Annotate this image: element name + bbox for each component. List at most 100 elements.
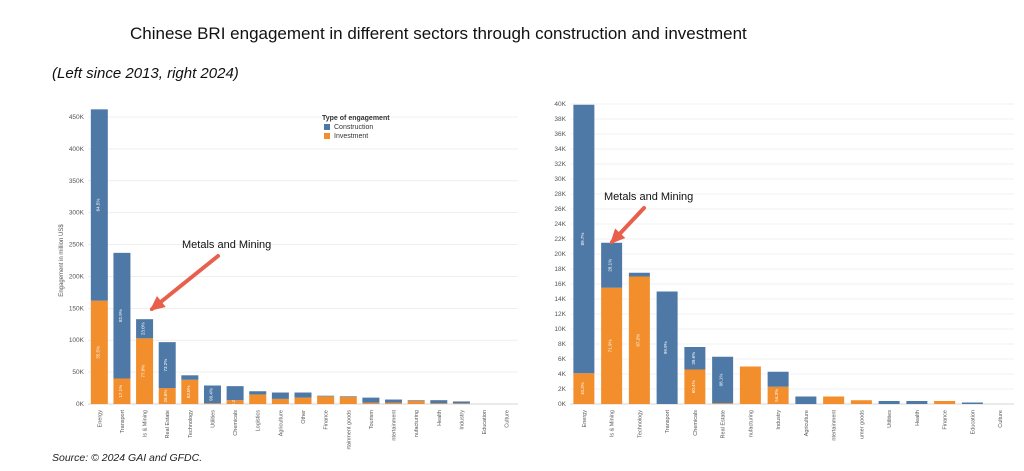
x-category-label: Health	[437, 410, 443, 426]
bar-construction	[339, 396, 357, 397]
x-category-label: ntertainment	[832, 410, 838, 441]
bar-construction	[767, 371, 789, 387]
annotation-arrow	[150, 254, 220, 311]
x-category-label: Culture	[998, 410, 1004, 428]
y-tick-label: 12K	[554, 311, 566, 318]
x-category-label: rtainment goods	[346, 410, 352, 450]
y-tick-label: 18K	[554, 266, 566, 273]
bar-investment	[628, 276, 650, 404]
x-category-label: Industry	[459, 410, 465, 430]
x-category-label: Chemicals	[693, 410, 699, 436]
y-tick-label: 4K	[558, 371, 567, 378]
y-tick-label: 10K	[554, 326, 566, 333]
bar-construction-label: 99.9%	[663, 341, 668, 354]
bar-investment-label: 22.3%	[231, 396, 236, 409]
bar-investment-label: 60.4%	[691, 380, 696, 393]
bar-investment	[684, 369, 706, 404]
y-tick-label: 14K	[554, 296, 566, 303]
bar-investment	[136, 338, 154, 404]
annotation-arrowhead	[609, 228, 626, 245]
bar-investment	[158, 388, 176, 404]
bar-investment	[226, 400, 244, 404]
y-tick-label: 36K	[554, 131, 566, 138]
x-category-label: Real Estate	[721, 410, 727, 438]
y-tick-label: 28K	[554, 191, 566, 198]
bar-construction	[906, 401, 928, 404]
y-tick-label: 32K	[554, 161, 566, 168]
x-category-label: nufacturing	[414, 410, 420, 437]
x-category-label: ls & Mining	[143, 410, 149, 437]
annotation-label: Metals and Mining	[182, 239, 271, 251]
y-tick-label: 400K	[69, 146, 85, 153]
x-category-label: Technology	[637, 410, 643, 438]
legend-swatch	[324, 133, 330, 139]
bar-investment	[385, 402, 403, 404]
bar-investment-label: 77.0%	[141, 365, 146, 378]
bar-construction	[656, 291, 678, 404]
bar-construction	[712, 356, 734, 404]
y-tick-label: 150K	[69, 305, 85, 312]
y-tick-label: 30K	[554, 176, 566, 183]
bar-investment-label: 35.5%	[95, 346, 100, 359]
bar-investment	[601, 287, 623, 404]
bar-construction	[90, 109, 108, 301]
bar-investment	[573, 373, 595, 404]
bar-construction	[601, 242, 623, 288]
x-category-label: Agriculture	[804, 410, 810, 436]
y-tick-label: 0K	[558, 401, 567, 408]
bar-construction	[294, 392, 312, 398]
bar-construction	[573, 104, 595, 374]
x-category-label: Education	[970, 410, 976, 434]
x-category-label: nufacturing	[748, 410, 754, 437]
bar-investment	[712, 403, 734, 404]
x-category-label: Agriculture	[278, 410, 284, 436]
x-category-label: Energy	[97, 410, 103, 428]
bar-investment	[452, 403, 470, 404]
bar-construction-label: 28.1%	[608, 259, 613, 272]
bar-construction	[317, 395, 335, 397]
bar-construction	[684, 347, 706, 370]
bar-construction-label: 98.1%	[719, 374, 724, 387]
bar-investment	[339, 396, 357, 404]
bar-construction	[878, 401, 900, 404]
bar-investment	[113, 378, 131, 404]
bar-investment	[430, 403, 448, 404]
bar-investment-label: 10.3%	[580, 382, 585, 395]
y-tick-label: 300K	[69, 210, 85, 217]
y-tick-label: 20K	[554, 251, 566, 258]
x-category-label: Finance	[943, 410, 949, 430]
x-category-label: Transport	[120, 410, 126, 434]
bar-construction-label: 82.9%	[118, 309, 123, 322]
bar-construction	[362, 397, 380, 403]
bar-construction-label: 73.2%	[163, 359, 168, 372]
y-tick-label: 450K	[69, 114, 85, 121]
legend-swatch	[324, 124, 330, 130]
x-category-label: Transport	[665, 410, 671, 434]
bar-construction-label: 23.0%	[141, 322, 146, 335]
bar-investment-label: 17.1%	[118, 385, 123, 398]
y-tick-label: 0K	[76, 401, 85, 408]
page-subtitle: (Left since 2013, right 2024)	[52, 65, 239, 82]
bar-construction	[407, 400, 425, 401]
x-category-label: Culture	[505, 410, 511, 428]
bar-construction	[961, 402, 983, 404]
y-tick-label: 2K	[558, 386, 567, 393]
y-tick-label: 8K	[558, 341, 567, 348]
bar-investment	[317, 396, 335, 404]
bar-construction	[385, 399, 403, 403]
bar-investment	[934, 401, 956, 404]
x-category-label: Real Estate	[165, 410, 171, 438]
y-tick-label: 16K	[554, 281, 566, 288]
bar-construction	[249, 391, 267, 395]
x-category-label: Other	[301, 410, 307, 424]
bar-investment	[850, 400, 872, 404]
annotation-arrowhead	[149, 296, 166, 311]
annotation-label: Metals and Mining	[604, 191, 693, 203]
bar-construction	[226, 386, 244, 401]
bar-investment-label: 97.2%	[635, 334, 640, 347]
x-category-label: Finance	[324, 410, 330, 430]
legend-item-label: Investment	[334, 133, 368, 140]
x-category-label: Health	[915, 410, 921, 426]
